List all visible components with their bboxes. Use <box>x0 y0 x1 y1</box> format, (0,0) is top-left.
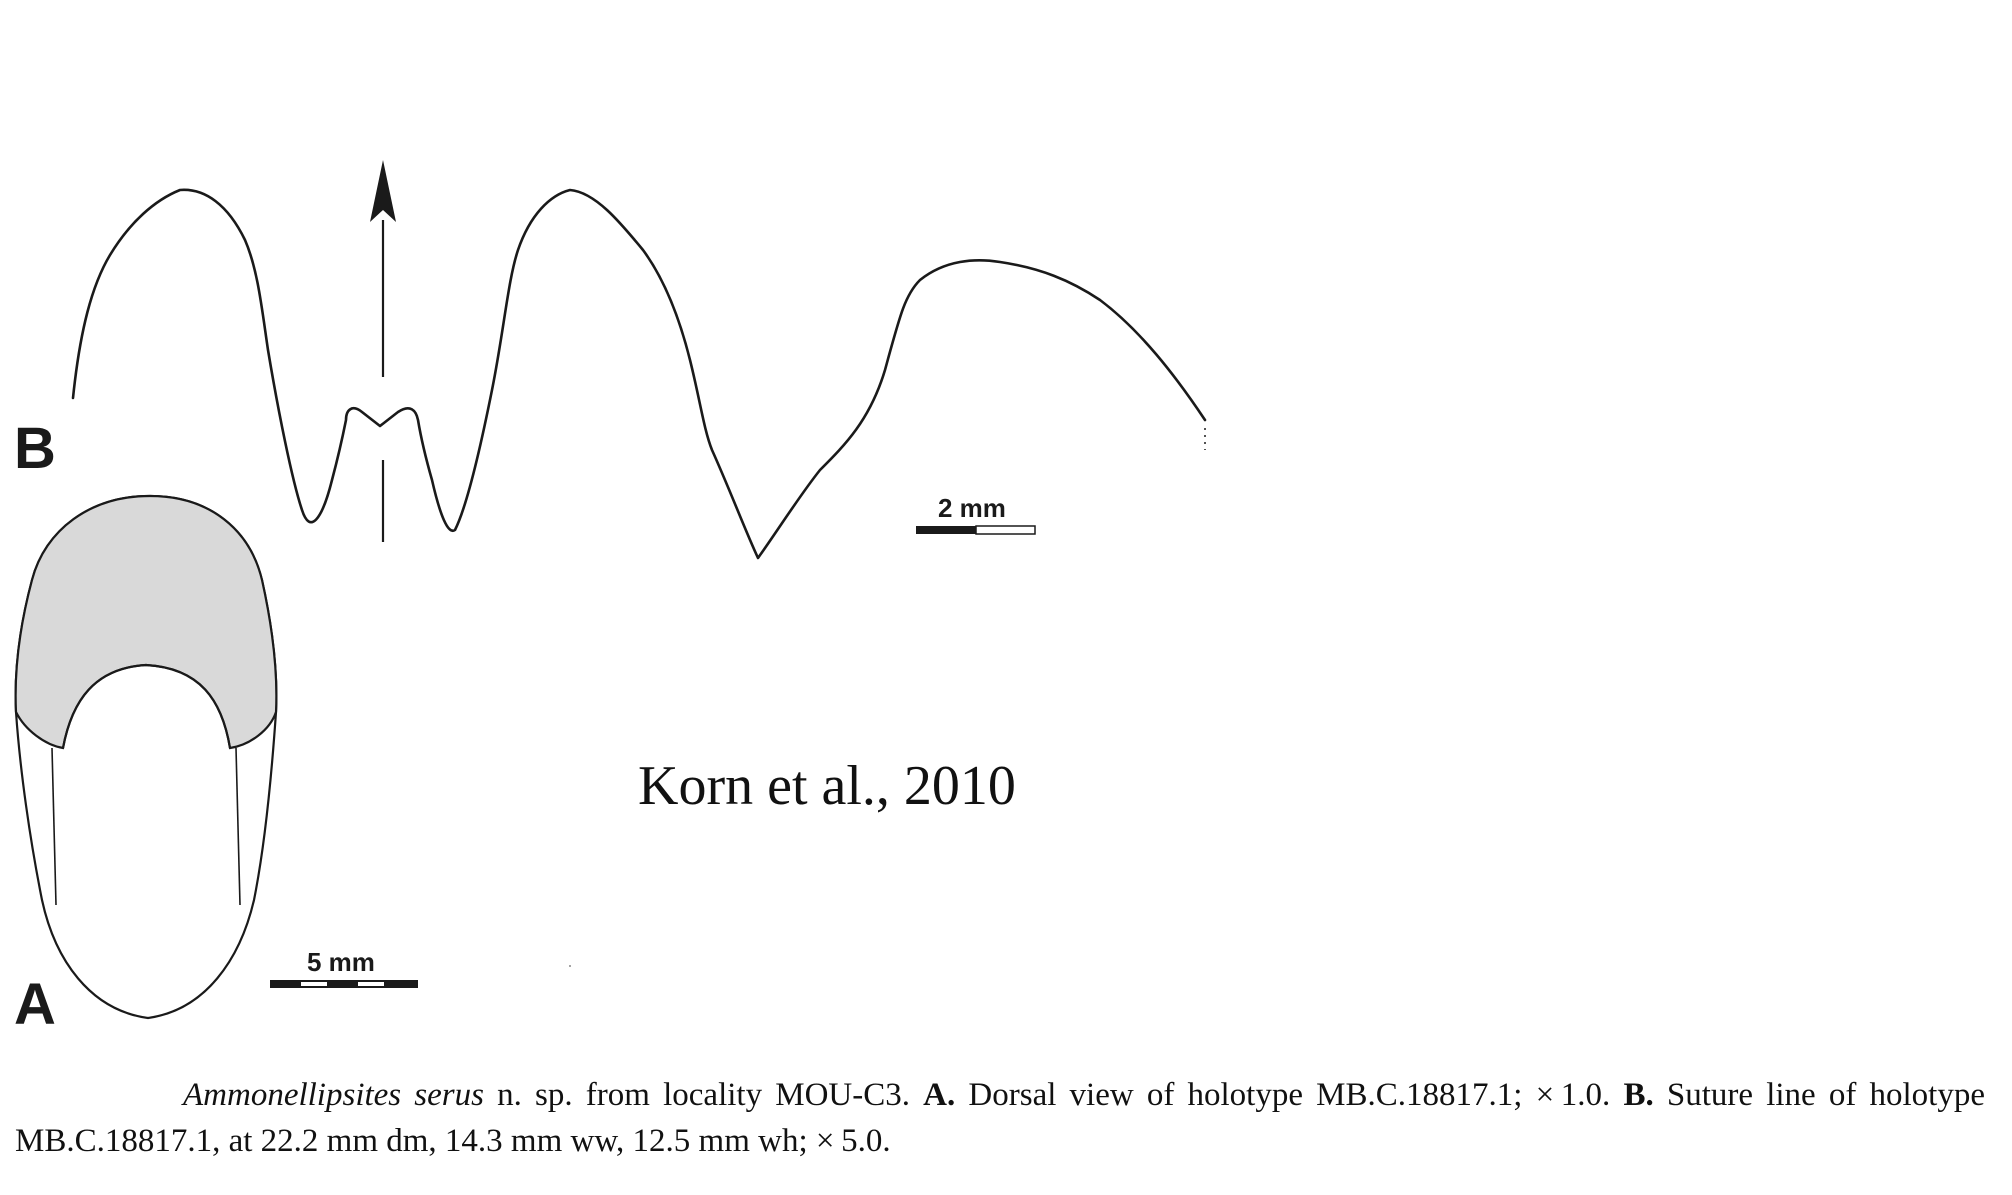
caption-text-2: Dorsal view of holotype MB.C.18817.1; × … <box>955 1077 1624 1113</box>
suture-line <box>71 188 1207 560</box>
caption-label-a: A. <box>923 1077 956 1113</box>
dorsal-inner-whorl <box>61 663 232 749</box>
scale-bar-b-label: 2 mm <box>938 493 1006 523</box>
arrow-head-icon <box>370 160 396 222</box>
caption-text-1: n. sp. from locality MOU-C3. <box>483 1077 924 1113</box>
umbilical-line-left <box>51 747 57 906</box>
figure-caption: Ammonellipsites serus n. sp. from locali… <box>15 1072 1985 1164</box>
caption-species: Ammonellipsites serus <box>183 1077 484 1113</box>
scale-bar-b-dark <box>916 526 976 534</box>
panel-label-b: B <box>14 416 56 481</box>
scale-bar-a-light-2 <box>358 982 384 986</box>
scale-bar-a-light-1 <box>301 982 327 986</box>
scale-bar-b-light <box>975 525 1036 535</box>
scale-bar-a-label: 5 mm <box>307 947 375 977</box>
caption-text-3: Suture line of holotype MB.C.18817.1, at… <box>15 1077 1985 1159</box>
scale-bar-a-frame <box>270 980 418 988</box>
umbilical-line-right <box>235 747 241 906</box>
caption-label-b: B. <box>1623 1077 1654 1113</box>
credit-text: Korn et al., 2010 <box>638 755 1016 817</box>
speck <box>569 965 571 967</box>
panel-label-a: A <box>14 972 56 1037</box>
